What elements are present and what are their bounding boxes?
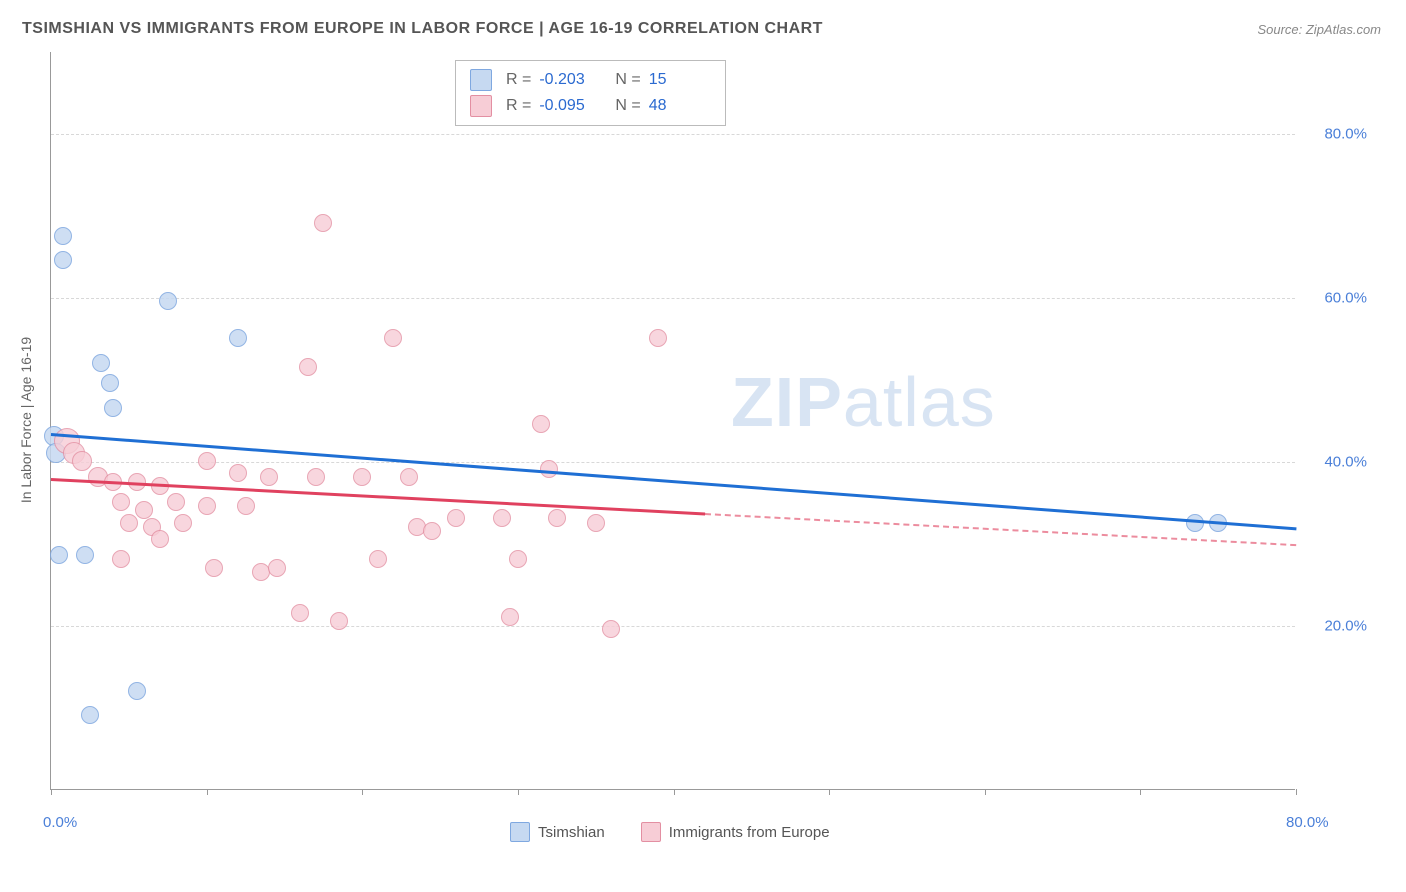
legend-row: R = -0.203 N = 15 — [470, 67, 711, 93]
scatter-point — [330, 612, 348, 630]
x-tick-label: 0.0% — [43, 814, 77, 831]
scatter-point — [540, 460, 558, 478]
x-tick-mark — [207, 789, 208, 795]
scatter-point — [54, 227, 72, 245]
scatter-point — [174, 514, 192, 532]
series-legend: Tsimshian Immigrants from Europe — [510, 822, 854, 842]
scatter-point — [72, 451, 92, 471]
y-tick-label: 40.0% — [1324, 454, 1367, 471]
scatter-point — [120, 514, 138, 532]
legend-swatch — [510, 822, 530, 842]
scatter-point — [400, 468, 418, 486]
watermark-zip: ZIP — [731, 363, 843, 441]
legend-label: Tsimshian — [538, 824, 605, 841]
legend-n-label: N = — [615, 97, 640, 115]
scatter-point — [548, 509, 566, 527]
legend-n-value: 15 — [649, 71, 711, 89]
scatter-point — [493, 509, 511, 527]
scatter-point — [291, 604, 309, 622]
scatter-point — [229, 329, 247, 347]
legend-swatch — [641, 822, 661, 842]
watermark-atlas: atlas — [843, 363, 996, 441]
correlation-legend: R = -0.203 N = 15 R = -0.095 N = 48 — [455, 60, 726, 126]
scatter-point — [198, 452, 216, 470]
chart-title: TSIMSHIAN VS IMMIGRANTS FROM EUROPE IN L… — [22, 20, 823, 38]
x-tick-mark — [51, 789, 52, 795]
legend-row: R = -0.095 N = 48 — [470, 93, 711, 119]
scatter-point — [151, 530, 169, 548]
scatter-point — [112, 493, 130, 511]
scatter-point — [167, 493, 185, 511]
legend-r-label: R = — [506, 71, 531, 89]
scatter-point — [92, 354, 110, 372]
scatter-point — [76, 546, 94, 564]
scatter-point — [384, 329, 402, 347]
gridline — [51, 298, 1295, 299]
scatter-point — [353, 468, 371, 486]
trend-line-extrapolated — [705, 513, 1296, 546]
legend-r-value: -0.203 — [539, 71, 601, 89]
scatter-point — [307, 468, 325, 486]
x-tick-mark — [362, 789, 363, 795]
gridline — [51, 462, 1295, 463]
scatter-point — [159, 292, 177, 310]
y-tick-label: 20.0% — [1324, 618, 1367, 635]
watermark: ZIPatlas — [731, 362, 996, 442]
scatter-point — [205, 559, 223, 577]
scatter-point — [587, 514, 605, 532]
legend-item: Immigrants from Europe — [641, 822, 830, 842]
scatter-point — [50, 546, 68, 564]
scatter-point — [135, 501, 153, 519]
y-tick-label: 60.0% — [1324, 290, 1367, 307]
scatter-point — [423, 522, 441, 540]
x-tick-mark — [1296, 789, 1297, 795]
x-tick-mark — [674, 789, 675, 795]
scatter-point — [649, 329, 667, 347]
scatter-point — [501, 608, 519, 626]
scatter-point — [237, 497, 255, 515]
gridline — [51, 626, 1295, 627]
scatter-point — [602, 620, 620, 638]
x-tick-label: 80.0% — [1286, 814, 1329, 831]
legend-swatch — [470, 95, 492, 117]
scatter-point — [369, 550, 387, 568]
scatter-point — [314, 214, 332, 232]
scatter-point — [447, 509, 465, 527]
legend-r-value: -0.095 — [539, 97, 601, 115]
scatter-point — [268, 559, 286, 577]
x-tick-mark — [1140, 789, 1141, 795]
x-tick-mark — [985, 789, 986, 795]
scatter-point — [229, 464, 247, 482]
scatter-point — [54, 251, 72, 269]
scatter-point — [101, 374, 119, 392]
legend-r-label: R = — [506, 97, 531, 115]
gridline — [51, 134, 1295, 135]
scatter-point — [81, 706, 99, 724]
x-tick-mark — [829, 789, 830, 795]
legend-label: Immigrants from Europe — [669, 824, 830, 841]
scatter-point — [112, 550, 130, 568]
y-tick-label: 80.0% — [1324, 126, 1367, 143]
chart-plot-area: ZIPatlas 20.0%40.0%60.0%80.0%0.0%80.0% — [50, 52, 1295, 790]
scatter-point — [128, 682, 146, 700]
legend-swatch — [470, 69, 492, 91]
legend-n-value: 48 — [649, 97, 711, 115]
scatter-point — [509, 550, 527, 568]
legend-n-label: N = — [615, 71, 640, 89]
x-tick-mark — [518, 789, 519, 795]
scatter-point — [198, 497, 216, 515]
source-attribution: Source: ZipAtlas.com — [1257, 22, 1381, 37]
scatter-point — [104, 399, 122, 417]
legend-item: Tsimshian — [510, 822, 605, 842]
scatter-point — [532, 415, 550, 433]
scatter-point — [299, 358, 317, 376]
y-axis-label: In Labor Force | Age 16-19 — [18, 337, 34, 503]
scatter-point — [260, 468, 278, 486]
